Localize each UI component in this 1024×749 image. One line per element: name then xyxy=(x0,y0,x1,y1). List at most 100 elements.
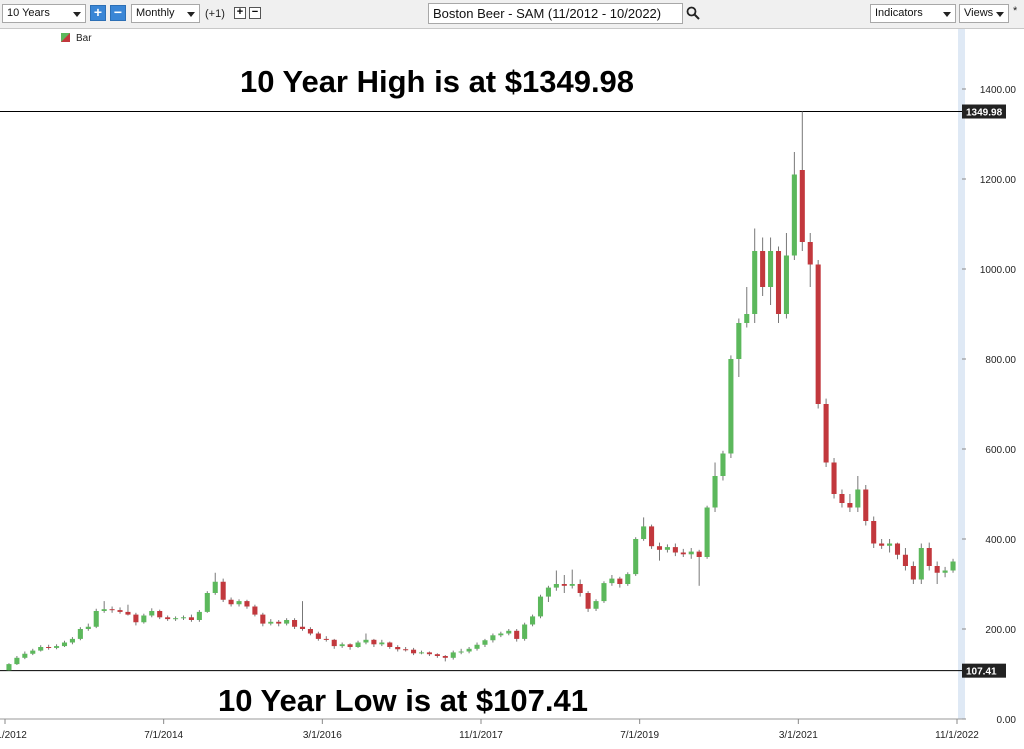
indicators-select[interactable]: Indicators xyxy=(870,4,956,23)
candle-body xyxy=(855,489,861,508)
candle-body xyxy=(244,601,250,607)
candle-body xyxy=(6,664,12,671)
candle-body xyxy=(752,251,758,314)
level-label: 107.41 xyxy=(966,667,997,678)
candle-body xyxy=(688,551,694,555)
period-select[interactable]: 10 Years xyxy=(2,4,86,23)
candle-body xyxy=(617,578,623,584)
candle-body xyxy=(736,323,742,359)
candle-body xyxy=(577,584,583,593)
candle-body xyxy=(680,552,686,555)
candle-body xyxy=(363,639,369,643)
candle-body xyxy=(85,626,91,629)
candle-body xyxy=(498,633,504,636)
candle-body xyxy=(284,620,290,624)
candle-body xyxy=(69,638,75,643)
chart: Bar 10 Year High is at $1349.98 10 Year … xyxy=(0,29,1024,749)
legend-label: Bar xyxy=(76,33,92,44)
candle-body xyxy=(633,539,639,575)
candle-body xyxy=(276,621,282,624)
candle-body xyxy=(307,629,313,634)
candle-body xyxy=(395,647,401,650)
candle-body xyxy=(728,359,734,454)
level-label: 1349.98 xyxy=(966,108,1003,119)
y-tick-label: 1400.00 xyxy=(980,85,1017,96)
candle-body xyxy=(196,611,202,620)
candle-body xyxy=(537,596,544,617)
search-icon[interactable] xyxy=(686,6,700,20)
candle-body xyxy=(760,251,766,287)
candle-body xyxy=(347,644,353,647)
candle-body xyxy=(228,599,234,605)
candle-body xyxy=(720,453,726,476)
y-tick-label: 600.00 xyxy=(985,445,1016,456)
interval-select[interactable]: Monthly xyxy=(131,4,200,23)
candle-body xyxy=(292,620,298,627)
candle-body xyxy=(506,630,512,634)
candle-body xyxy=(173,618,179,620)
candle-body xyxy=(426,652,432,655)
candle-body xyxy=(38,647,44,651)
candle-body xyxy=(165,617,171,620)
x-tick-label: 7/1/2019 xyxy=(620,730,659,741)
candle-body xyxy=(561,584,567,586)
candle-body xyxy=(93,611,99,627)
candle-body xyxy=(236,601,242,605)
offset-plus[interactable]: + xyxy=(234,7,246,19)
background xyxy=(0,29,1024,749)
x-tick-label: 3/1/2021 xyxy=(779,730,818,741)
candle-body xyxy=(656,546,663,550)
candle-body xyxy=(442,656,448,658)
candle-body xyxy=(744,314,750,323)
candle-body xyxy=(323,638,329,640)
offset-label: (+1) xyxy=(205,8,225,20)
candle-body xyxy=(768,251,774,287)
candle-body xyxy=(514,630,520,639)
candle-body xyxy=(625,574,631,584)
zoom-in[interactable]: + xyxy=(90,5,106,21)
candle-body xyxy=(133,614,139,623)
candle-body xyxy=(807,242,813,265)
candle-body xyxy=(649,526,655,547)
candle-body xyxy=(371,639,377,645)
x-tick-label: 11/1/2017 xyxy=(459,730,503,741)
offset-minus[interactable]: − xyxy=(249,7,261,19)
candle-body xyxy=(887,543,893,546)
views-select[interactable]: Views xyxy=(959,4,1009,23)
candle-body xyxy=(434,654,440,656)
candle-body xyxy=(879,543,885,546)
candle-body xyxy=(141,615,147,623)
candle-body xyxy=(54,646,60,648)
candle-body xyxy=(712,476,718,508)
candle-body xyxy=(863,489,869,521)
candle-body xyxy=(894,543,901,555)
zoom-out[interactable]: − xyxy=(110,5,126,21)
candle-body xyxy=(482,640,488,645)
candle-body xyxy=(125,611,131,615)
candle-body xyxy=(109,609,115,611)
y-tick-label: 0.00 xyxy=(997,715,1017,726)
candle-body xyxy=(379,642,385,645)
candle-body xyxy=(339,644,345,647)
candle-body xyxy=(641,526,647,539)
candle-body xyxy=(212,581,218,593)
candle-body xyxy=(268,621,274,624)
candle-body xyxy=(530,616,536,625)
candle-body xyxy=(220,581,226,600)
candle-body xyxy=(696,551,702,557)
candle-body xyxy=(783,255,789,314)
symbol-input[interactable]: Boston Beer - SAM (11/2012 - 10/2022) xyxy=(428,3,683,24)
candle-body xyxy=(799,170,805,242)
candle-body xyxy=(22,653,28,658)
axis-stripe xyxy=(958,29,965,719)
candle-body xyxy=(411,649,417,654)
legend-swatch-down xyxy=(61,33,70,42)
candle-body xyxy=(926,548,932,566)
candle-body xyxy=(942,570,948,573)
candle-body xyxy=(474,644,480,649)
candle-body xyxy=(593,601,599,609)
candle-body xyxy=(117,610,123,612)
candle-body xyxy=(355,642,361,647)
candle-body xyxy=(553,584,559,588)
